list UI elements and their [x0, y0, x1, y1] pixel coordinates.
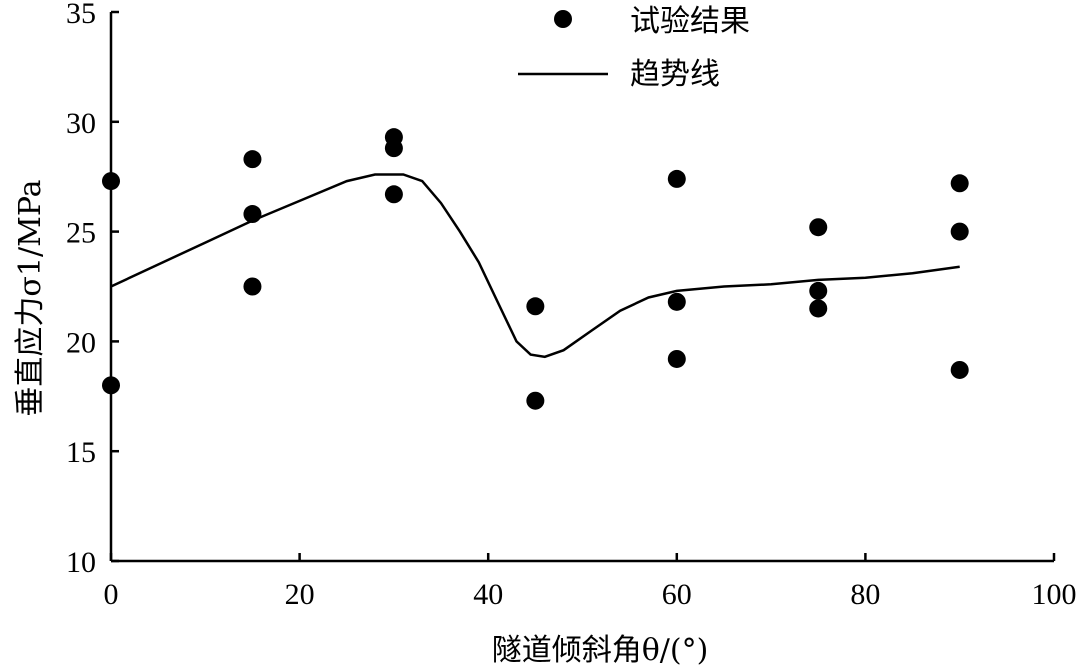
- data-point: [667, 349, 686, 368]
- data-point: [667, 169, 686, 188]
- data-point: [667, 292, 686, 311]
- data-point: [102, 172, 120, 191]
- data-point: [809, 218, 828, 237]
- data-point: [526, 297, 545, 316]
- y-ticks: 10 15 20 25 30 35: [66, 0, 119, 579]
- y-tick-label: 15: [66, 436, 96, 469]
- x-tick-label: 0: [104, 578, 119, 611]
- scatter-points: [102, 128, 969, 410]
- y-axis-label: 垂直应力σ1/MPa: [13, 179, 48, 416]
- x-axis-label: 隧道倾斜角θ/(°): [492, 633, 709, 668]
- x-tick-label: 80: [850, 578, 880, 611]
- y-tick-label: 20: [66, 326, 96, 359]
- y-tick-label: 10: [66, 546, 96, 579]
- legend-label-line: 趋势线: [630, 57, 720, 92]
- data-point: [809, 281, 828, 300]
- data-point: [384, 139, 403, 158]
- y-tick-label: 35: [66, 0, 96, 30]
- x-tick-label: 20: [285, 578, 315, 611]
- x-tick-label: 100: [1032, 578, 1077, 611]
- data-point: [526, 391, 545, 410]
- trend-line: [110, 173, 960, 359]
- data-point: [809, 299, 828, 318]
- legend-label-scatter: 试验结果: [630, 4, 750, 39]
- legend-marker-scatter: [554, 10, 572, 28]
- x-tick-label: 40: [473, 578, 503, 611]
- data-point: [243, 150, 262, 169]
- x-tick-label: 60: [662, 578, 692, 611]
- data-point: [243, 277, 262, 296]
- data-point: [950, 174, 969, 193]
- legend: 试验结果 趋势线: [518, 4, 750, 92]
- data-point: [243, 205, 262, 224]
- data-point: [950, 222, 969, 241]
- data-point: [384, 185, 403, 204]
- data-point: [102, 376, 120, 395]
- data-point: [950, 360, 969, 379]
- x-ticks: 0 20 40 60 80 100: [104, 553, 1077, 611]
- y-tick-label: 30: [66, 107, 96, 140]
- y-tick-label: 25: [66, 217, 96, 250]
